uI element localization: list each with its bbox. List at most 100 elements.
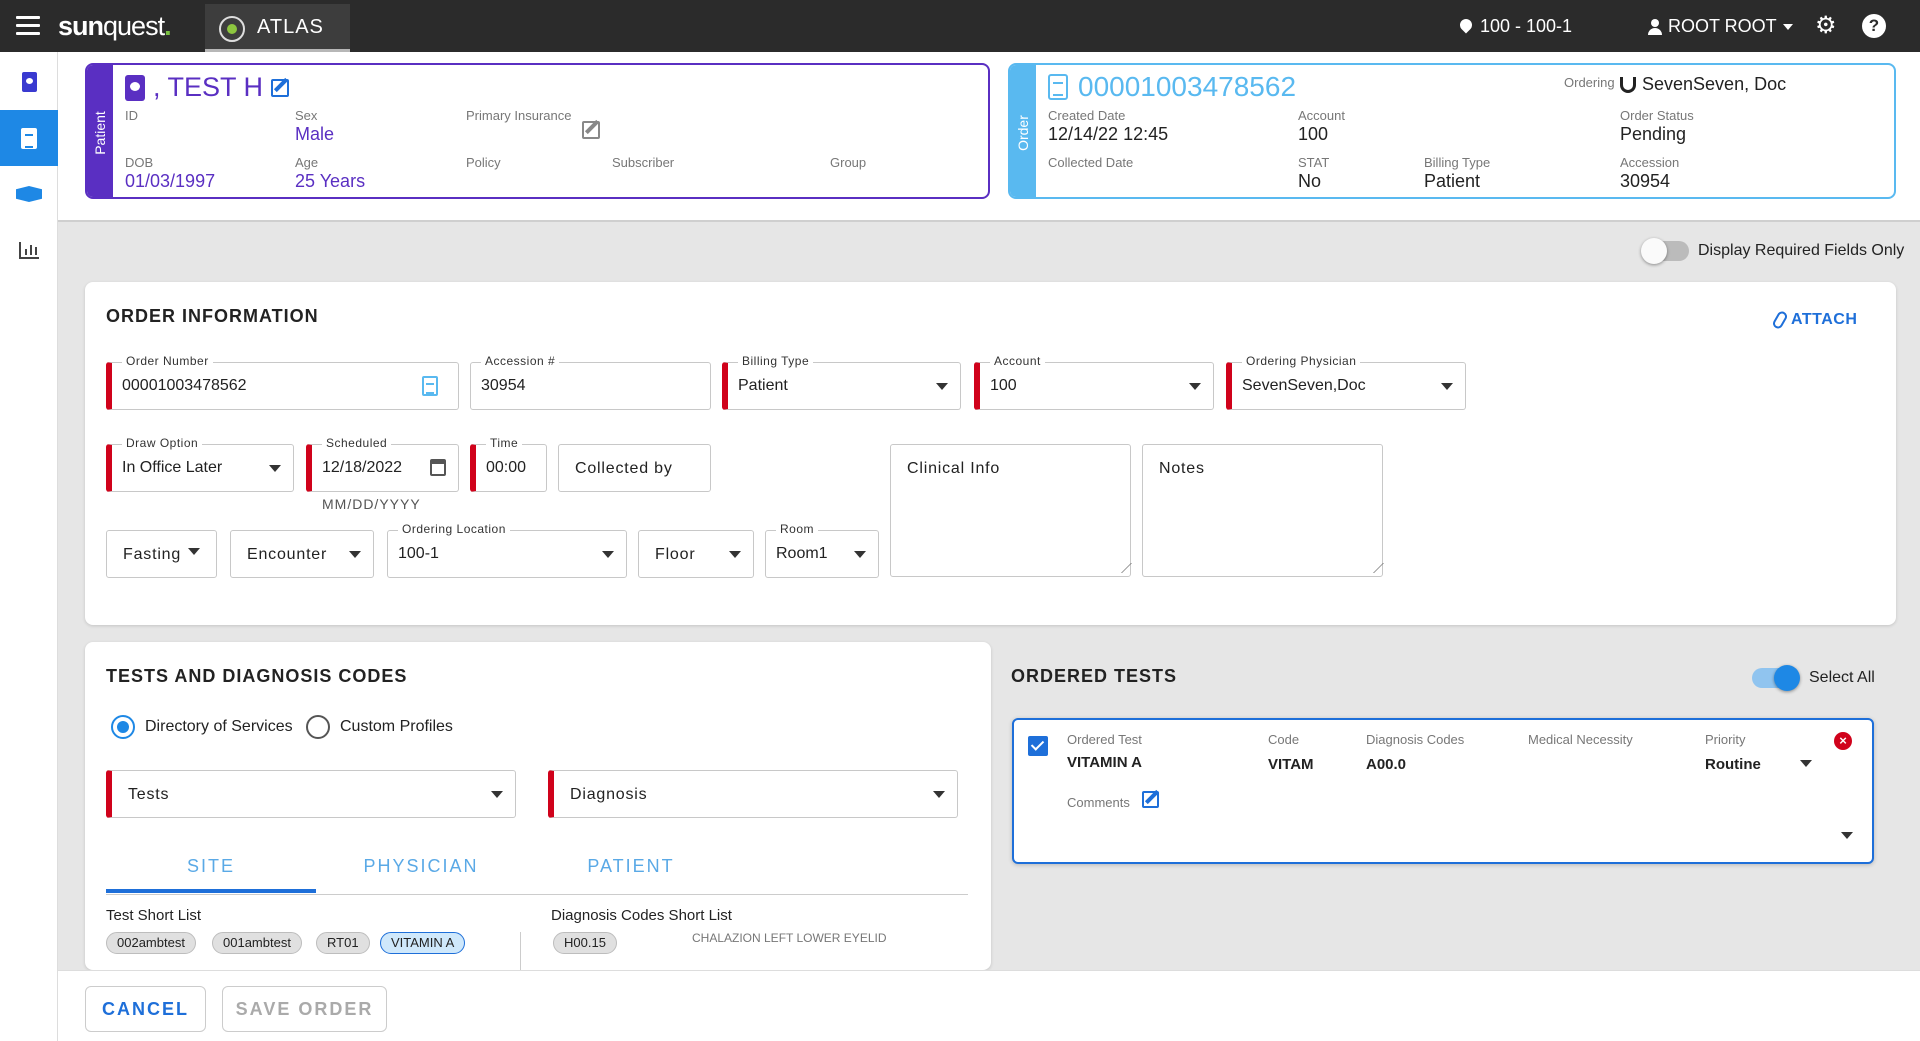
- billing-type-field-value: Patient: [738, 377, 788, 394]
- rail-item-specimen[interactable]: [0, 166, 58, 222]
- attach-button[interactable]: ATTACH: [1771, 309, 1857, 331]
- edit-insurance-icon[interactable]: [582, 121, 600, 139]
- short-list-divider: [520, 932, 521, 970]
- chevron-down-icon: [1189, 383, 1201, 390]
- location-value: 100 - 100-1: [1480, 16, 1573, 36]
- time-label: Time: [486, 436, 523, 450]
- user-menu[interactable]: ROOT ROOT: [1648, 16, 1793, 37]
- account-select[interactable]: Account 100: [974, 354, 1214, 410]
- floor-select[interactable]: Floor: [638, 530, 754, 578]
- ordered-tests-title: ORDERED TESTS: [1011, 666, 1178, 686]
- edit-comments-icon[interactable]: [1142, 791, 1159, 808]
- room-value: Room1: [776, 545, 828, 562]
- order-card: Order 00001003478562 Ordering SevenSeven…: [1008, 63, 1896, 199]
- patient-name-text: , TEST H: [153, 72, 264, 102]
- collected-by-field[interactable]: Collected by: [558, 444, 711, 492]
- chevron-down-icon: [269, 465, 281, 472]
- chevron-down-icon: [729, 551, 741, 558]
- tab-site[interactable]: SITE: [186, 856, 235, 876]
- resize-handle-icon[interactable]: [1364, 563, 1384, 573]
- ordered-test-checkbox[interactable]: [1028, 736, 1048, 756]
- billing-type-field-label: Billing Type: [738, 354, 814, 368]
- comments-label: Comments: [1067, 795, 1130, 810]
- created-date-label: Created Date: [1048, 108, 1126, 123]
- test-chip[interactable]: 002ambtest: [106, 932, 196, 954]
- order-number-field[interactable]: Order Number 00001003478562: [106, 354, 459, 410]
- clinical-info-textarea[interactable]: Clinical Info: [890, 444, 1132, 577]
- subscriber-label: Subscriber: [612, 155, 675, 170]
- patient-badge-icon: [125, 74, 145, 101]
- tests-select[interactable]: Tests: [106, 770, 516, 818]
- tab-patient[interactable]: PATIENT: [587, 856, 675, 876]
- ordering-location-select[interactable]: Ordering Location 100-1: [387, 522, 627, 578]
- priority-value[interactable]: Routine: [1705, 756, 1761, 773]
- required-fields-toggle[interactable]: [1641, 238, 1689, 264]
- test-code: VITAM: [1268, 756, 1314, 773]
- patient-dob: 01/03/1997: [125, 171, 216, 191]
- resize-handle-icon[interactable]: [1112, 563, 1132, 573]
- accession-field[interactable]: Accession # 30954: [470, 354, 711, 410]
- account-label: Account: [1298, 108, 1345, 123]
- test-chip[interactable]: RT01: [316, 932, 370, 954]
- rail-item-patient[interactable]: [0, 54, 58, 110]
- patient-card: Patient , TEST H ID Sex Male Primary Ins…: [85, 63, 990, 199]
- chevron-down-icon[interactable]: [1800, 760, 1812, 767]
- hamburger-menu-icon[interactable]: [16, 16, 40, 36]
- ordering-physician-field-value: SevenSeven,Doc: [1242, 377, 1366, 394]
- time-value: 00:00: [486, 459, 527, 476]
- box-icon: [16, 186, 42, 202]
- help-icon[interactable]: ?: [1862, 14, 1886, 38]
- cancel-button[interactable]: CANCEL: [85, 986, 206, 1032]
- patient-age-label: Age: [295, 155, 319, 170]
- order-side-label: Order: [1015, 115, 1031, 151]
- priority-header: Priority: [1705, 732, 1746, 747]
- edit-patient-icon[interactable]: [271, 78, 290, 97]
- rail-item-reports[interactable]: [0, 222, 58, 278]
- patient-card-side: Patient: [87, 65, 113, 197]
- billing-type-select[interactable]: Billing Type Patient: [722, 354, 961, 410]
- user-name: ROOT ROOT: [1668, 16, 1777, 36]
- group-label: Group: [830, 155, 867, 170]
- floor-placeholder: Floor: [655, 546, 696, 563]
- clipboard-icon: [21, 127, 37, 149]
- accession-value: 30954: [1620, 171, 1671, 191]
- draw-option-label: Draw Option: [122, 436, 203, 450]
- encounter-select[interactable]: Encounter: [230, 530, 374, 578]
- tests-placeholder: Tests: [128, 786, 170, 803]
- draw-option-select[interactable]: Draw Option In Office Later: [106, 436, 294, 492]
- rail-item-order[interactable]: [0, 110, 58, 166]
- time-field[interactable]: Time 00:00: [470, 436, 547, 492]
- expand-chevron-icon[interactable]: [1841, 832, 1853, 839]
- stat-value: No: [1298, 171, 1322, 191]
- radio-custom-profiles[interactable]: Custom Profiles: [306, 715, 453, 739]
- save-order-button[interactable]: SAVE ORDER: [222, 986, 387, 1032]
- gear-icon[interactable]: ⚙: [1815, 12, 1837, 39]
- primary-insurance-label: Primary Insurance: [466, 108, 572, 123]
- copy-clipboard-icon[interactable]: [422, 376, 438, 396]
- ordering-physician-name: SevenSeven, Doc: [1642, 74, 1787, 94]
- radio-dos-label: Directory of Services: [145, 718, 293, 735]
- required-fields-label: Display Required Fields Only: [1698, 242, 1905, 259]
- test-chip-selected[interactable]: VITAMIN A: [380, 932, 466, 954]
- room-select[interactable]: Room Room1: [765, 522, 879, 578]
- atlas-app-tab[interactable]: ATLAS: [205, 4, 350, 52]
- select-all-toggle[interactable]: [1752, 665, 1800, 691]
- test-chip[interactable]: 001ambtest: [212, 932, 302, 954]
- ordering-physician-select[interactable]: Ordering Physician SevenSeven,Doc: [1226, 354, 1466, 410]
- radio-unchecked-icon: [306, 715, 330, 739]
- scheduled-date-field[interactable]: Scheduled 12/18/2022: [306, 436, 459, 492]
- diagnosis-chip[interactable]: H00.15: [553, 932, 617, 954]
- chevron-down-icon: [854, 551, 866, 558]
- remove-test-icon[interactable]: ×: [1834, 732, 1852, 750]
- ordered-test-card: Ordered Test VITAMIN A Code VITAM Diagno…: [1012, 718, 1874, 864]
- tab-physician[interactable]: PHYSICIAN: [363, 856, 479, 876]
- notes-textarea[interactable]: Notes: [1142, 444, 1384, 577]
- location-selector[interactable]: 100 - 100-1: [1460, 16, 1572, 37]
- ordering-physician-header: SevenSeven, Doc: [1620, 74, 1786, 95]
- radio-directory-of-services[interactable]: Directory of Services: [111, 715, 293, 739]
- accession-label: Accession: [1620, 155, 1680, 170]
- patient-name: , TEST H: [125, 72, 290, 103]
- fasting-select[interactable]: Fasting: [106, 530, 217, 578]
- calendar-icon[interactable]: [430, 459, 446, 476]
- diagnosis-select[interactable]: Diagnosis: [548, 770, 958, 818]
